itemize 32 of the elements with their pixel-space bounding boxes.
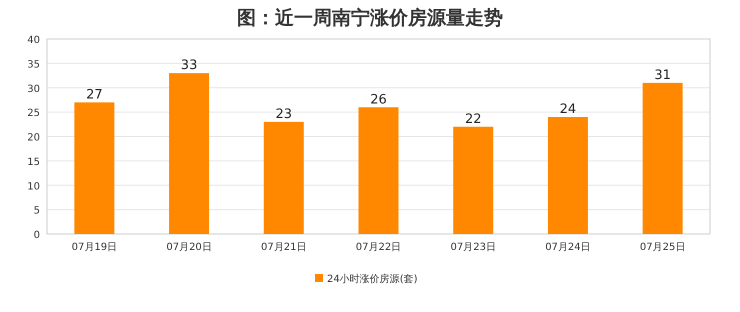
x-tick-label: 07月19日 [72,242,118,253]
x-tick-label: 07月21日 [261,242,307,253]
data-label: 26 [370,92,387,108]
bar [453,126,494,234]
bar [642,82,683,234]
bar [169,73,210,234]
y-tick-label: 10 [27,181,40,192]
bar [264,122,304,234]
bar [358,107,398,234]
y-tick-label: 25 [27,108,40,120]
y-tick-label: 5 [34,206,40,217]
x-tick-label: 07月23日 [450,242,496,253]
data-label: 31 [654,68,671,83]
data-label: 24 [560,102,576,117]
data-label: 22 [464,112,482,127]
data-label: 27 [86,87,103,102]
x-tick-label: 07月22日 [356,242,402,253]
chart-title: 图：近一周南宁涨价房源量走势 [237,7,503,29]
y-tick-label: 15 [27,156,40,168]
y-tick-label: 30 [27,84,40,95]
bar [74,102,114,234]
legend-label: 24小时涨价房源(套) [327,273,418,285]
data-label: 33 [180,58,198,74]
y-tick-label: 35 [27,59,40,70]
data-label: 23 [276,106,292,122]
x-tick-label: 07月25日 [640,242,686,253]
x-tick-label: 07月24日 [545,242,591,253]
y-tick-label: 20 [27,132,40,144]
y-tick-label: 0 [34,230,40,241]
bar [548,117,588,234]
y-tick-label: 40 [27,35,40,46]
x-tick-label: 07月20日 [166,242,212,253]
